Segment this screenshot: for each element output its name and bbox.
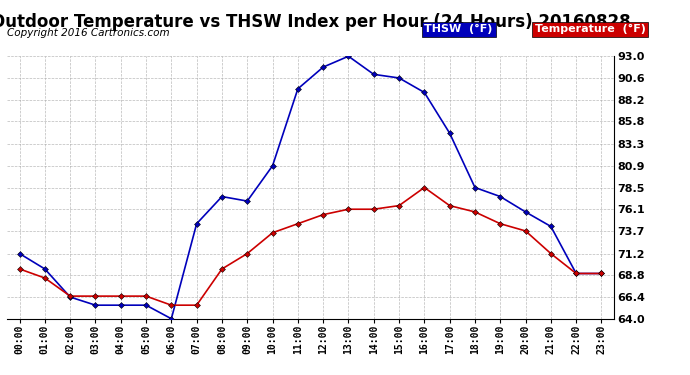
Text: Temperature  (°F): Temperature (°F) [535,24,646,34]
Text: THSW  (°F): THSW (°F) [424,24,493,34]
Text: Copyright 2016 Cartronics.com: Copyright 2016 Cartronics.com [7,28,170,38]
Text: Outdoor Temperature vs THSW Index per Hour (24 Hours) 20160828: Outdoor Temperature vs THSW Index per Ho… [0,13,630,31]
